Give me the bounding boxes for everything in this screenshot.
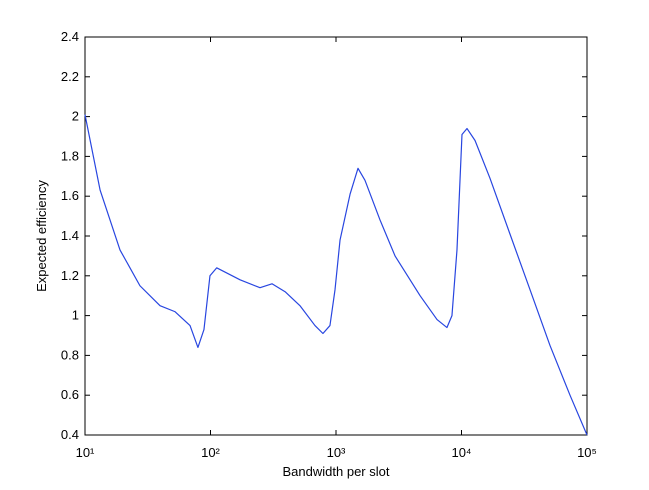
y-tick-label: 2.4 <box>61 29 79 44</box>
y-tick-label: 0.4 <box>61 427 79 442</box>
plot-frame <box>84 36 588 436</box>
y-tick-label: 1.2 <box>61 268 79 283</box>
y-tick-label: 1.6 <box>61 188 79 203</box>
x-tick-label: 10² <box>201 445 220 460</box>
x-tick-label: 10⁵ <box>577 445 597 460</box>
y-tick-label: 2 <box>72 109 79 124</box>
x-tick-label: 10³ <box>327 445 346 460</box>
y-tick-label: 0.8 <box>61 347 79 362</box>
y-tick-label: 1 <box>72 308 79 323</box>
y-tick-label: 1.4 <box>61 228 79 243</box>
x-tick-label: 10¹ <box>76 445 95 460</box>
y-tick-label: 1.8 <box>61 148 79 163</box>
x-tick-label: 10⁴ <box>451 445 471 460</box>
y-tick-label: 2.2 <box>61 69 79 84</box>
y-tick-label: 0.6 <box>61 387 79 402</box>
x-axis-label: Bandwidth per slot <box>283 464 390 479</box>
data-line <box>84 114 588 436</box>
y-axis-label: Expected efficiency <box>34 180 49 292</box>
